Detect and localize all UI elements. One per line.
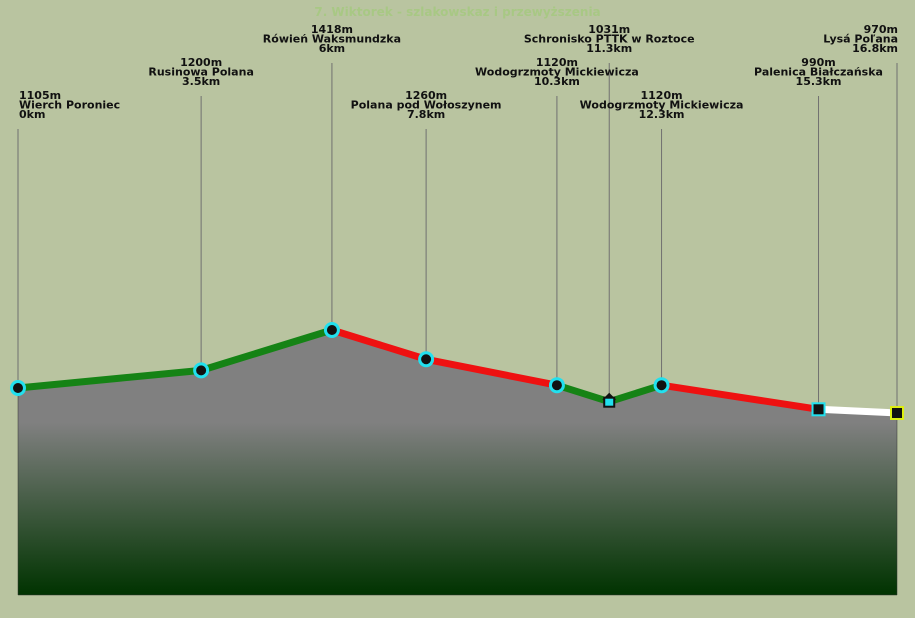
end-marker: [890, 406, 904, 420]
route-segment: [14, 366, 205, 392]
route-segment: [197, 326, 336, 374]
route-segment: [815, 405, 901, 417]
elevation-area: [17, 329, 898, 596]
elevation-label: 1260m: [405, 89, 447, 102]
elevation-label: 1031m: [588, 23, 630, 36]
distance-label: 10.3km: [534, 75, 580, 88]
shelter-marker: [603, 396, 616, 408]
waypoint-marker: [323, 322, 340, 338]
elevation-label: 970m: [864, 23, 898, 36]
route-segment: [328, 326, 430, 363]
waypoint-marker: [811, 402, 826, 417]
elevation-label: 990m: [801, 56, 835, 69]
route-segment: [605, 381, 666, 406]
waypoint-marker: [653, 377, 670, 394]
chart-title: 7. Wiktorek - szlakowskaz i przewyższeni…: [314, 5, 601, 19]
route-segment: [658, 381, 823, 413]
route-segment: [422, 355, 561, 389]
waypoint-marker: [548, 377, 565, 394]
elevation-label: 1200m: [180, 56, 222, 69]
distance-label: 16.8km: [852, 42, 898, 55]
waypoint-label: Wodogrzmoty Mickiewicza: [580, 99, 744, 112]
distance-label: 7.8km: [407, 108, 445, 121]
elevation-label: 1418m: [311, 23, 353, 36]
waypoint-label: Palenica Białczańska: [754, 66, 883, 79]
route-segment: [553, 381, 613, 406]
waypoint-label: Wodogrzmoty Mickiewicza: [475, 66, 639, 79]
waypoint-label: Lysá Poľana: [823, 33, 898, 46]
waypoint-label: Rówień Waksmundzka: [263, 33, 401, 46]
waypoint-label: Rusinowa Polana: [148, 66, 254, 79]
waypoint-label: Wierch Poroniec: [19, 99, 120, 112]
distance-label: 3.5km: [182, 75, 220, 88]
distance-label: 15.3km: [796, 75, 842, 88]
waypoint-marker: [10, 379, 26, 396]
waypoint-marker: [418, 351, 435, 368]
elevation-label: 1120m: [641, 89, 683, 102]
elevation-label: 1105m: [19, 89, 61, 102]
distance-label: 11.3km: [586, 42, 632, 55]
distance-label: 6km: [319, 42, 345, 55]
waypoint-label: Schronisko PTTK w Roztoce: [524, 33, 695, 46]
distance-label: 0km: [19, 108, 45, 121]
elevation-label: 1120m: [536, 56, 578, 69]
waypoint-marker: [193, 362, 210, 379]
distance-label: 12.3km: [639, 108, 685, 121]
waypoint-label: Polana pod Wołoszynem: [351, 99, 502, 112]
